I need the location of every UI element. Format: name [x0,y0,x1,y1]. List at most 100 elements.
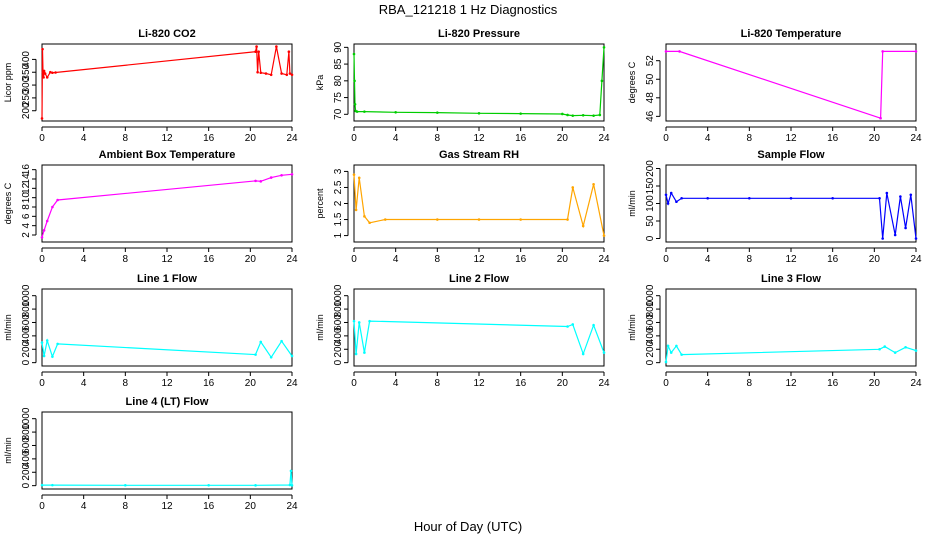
ambient_temp-data-point [45,219,49,223]
licor_temp-series-line [666,50,916,120]
co2-data-point [42,76,45,79]
pressure-x-tick-label: 24 [598,133,610,144]
line1-y-tick-label: 800 [21,300,32,317]
line1-data-point [269,355,273,359]
co2-data-point [259,71,263,75]
line4-x-tick-label: 4 [81,501,87,512]
rh-data-point [354,208,358,212]
sample_flow-data-point [914,237,918,240]
line3-series-line [665,343,917,363]
licor_temp-y-tick-label: 52 [645,55,656,67]
licor_temp-x-tick-label: 20 [869,133,881,144]
line3-y-tick-label: 1000 [645,284,656,307]
licor_temp-data-point [678,50,681,53]
line1-y-tick-label: 200 [21,340,32,357]
line2-data-point [363,351,366,354]
line3-x-tick-label: 12 [785,378,797,389]
line4-data-point [207,483,210,487]
line3-data-point [914,349,918,352]
licor_temp-x-tick-label: 0 [663,133,669,144]
ambient_temp-x-tick-label: 12 [161,254,173,265]
line1-data-point [42,354,46,358]
licor_temp-y-tick-label: 46 [645,110,656,122]
line3-x-tick-label: 24 [910,378,922,389]
line3-x-tick-label: 16 [827,378,839,389]
co2-data-point [254,50,257,53]
sample_flow-x-tick-label: 20 [869,254,881,265]
co2-data-point [43,72,47,75]
ambient_temp-x-tick-label: 16 [203,254,215,265]
sample_flow-y-tick-label: 50 [645,215,656,227]
licor_temp-x-tick-label: 16 [827,133,839,144]
line4-y-tick-label: 200 [21,463,32,480]
co2-data-point [42,69,46,73]
co2-x-tick-label: 16 [203,133,215,144]
co2-data-point [45,76,49,79]
co2-x-tick-label: 8 [123,133,129,144]
line2-x-tick-label: 4 [393,378,399,389]
rh-data-point [571,186,575,189]
sample_flow-x-tick-label: 4 [705,254,711,265]
pressure-x-tick-label: 8 [435,133,441,144]
licor_temp-frame [665,43,917,122]
pressure-y-tick-label: 90 [333,41,344,53]
line4-data-point [288,483,292,487]
line3-data-point [669,351,673,354]
ambient_temp-y-tick-label: 14 [21,173,32,185]
line1-data-point [40,341,44,344]
co2-data-point [275,45,278,48]
pressure-title: Li-820 Pressure [438,28,520,40]
rh-data-point [357,176,361,180]
pressure-data-point [571,114,575,117]
line4-x-tick-label: 8 [123,501,129,512]
sample_flow-data-point [748,196,751,200]
line2-x-tick-label: 16 [515,378,527,389]
line4-data-point [254,484,257,487]
line1-x-tick-label: 20 [245,378,257,389]
line2-y-label: ml/min [315,314,325,341]
pressure-data-point [355,110,359,113]
sample_flow-x-tick-label: 24 [910,254,922,265]
line2-data-point [354,352,358,356]
pressure-data-point [602,46,606,49]
line3-data-point [893,351,897,354]
panel-pressure: Li-820 Pressure 0 4 8 12 16 20 24 70 75 80 85 90 kPa [315,28,610,144]
line1-data-point [45,339,49,342]
line3-y-tick-label: 400 [645,327,656,344]
line4-y-tick-label: 0 [21,482,32,488]
rh-x-tick-label: 8 [435,254,441,265]
co2-data-point [41,47,44,51]
panel-line4: Line 4 (LT) Flow 0 4 8 12 16 20 24 0 200400600800… [3,396,298,512]
rh-data-point [436,218,439,221]
pressure-data-point [566,113,569,117]
rh-data-point [383,218,387,221]
co2-data-point [51,71,54,75]
ambient_temp-data-point [254,179,257,183]
pressure-y-tick-label: 80 [333,75,344,87]
line1-data-point [56,342,59,346]
line4-data-point [51,483,54,487]
line4-frame [41,411,293,490]
rh-frame [353,164,605,243]
line2-data-point [368,319,371,323]
sample_flow-data-point [706,196,709,200]
ambient_temp-data-point [56,198,59,202]
line4-x-tick-label: 16 [203,501,215,512]
ambient_temp-y-label: degrees C [3,182,13,224]
pressure-x-tick-label: 20 [557,133,569,144]
sample_flow-data-point [669,191,673,195]
rh-x-tick-label: 0 [351,254,357,265]
co2-y-tick-label: 350 [21,63,32,80]
co2-data-point [269,73,273,77]
line4-x-tick-label: 12 [161,501,173,512]
pressure-data-point [477,112,481,115]
co2-data-point [288,72,292,75]
rh-y-tick-label: 2 [333,200,344,206]
line3-x-tick-label: 4 [705,378,711,389]
line2-y-tick-label: 400 [333,327,344,344]
line3-y-label: ml/min [627,314,637,341]
line3-y-tick-label: 0 [645,359,656,365]
